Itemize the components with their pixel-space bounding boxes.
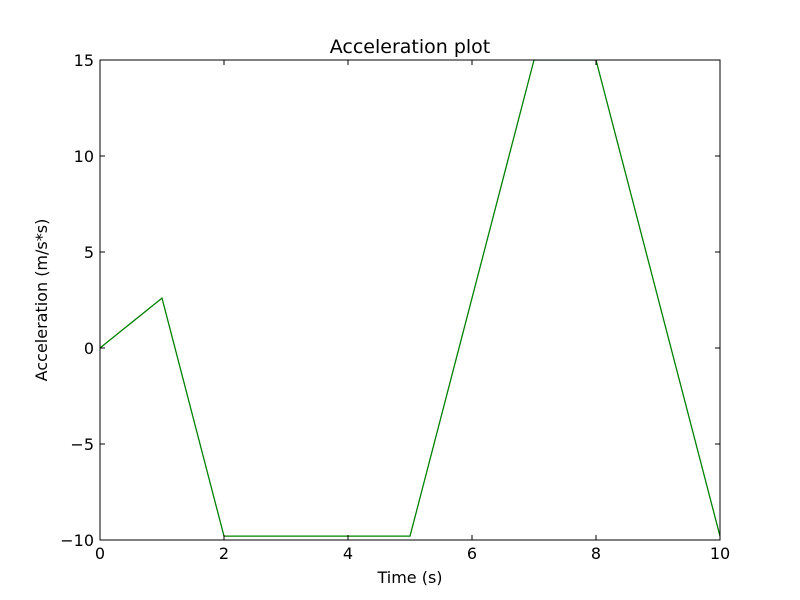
- y-tick-label: 0: [84, 339, 94, 358]
- y-axis-title: Acceleration (m/s*s): [32, 219, 51, 382]
- x-tick-label: 10: [710, 544, 730, 563]
- series-line-0: [100, 60, 720, 537]
- y-tick-label: −10: [60, 531, 94, 550]
- chart-title: Acceleration plot: [330, 36, 491, 58]
- x-axis-title: Time (s): [376, 568, 442, 587]
- y-tick-label: 5: [84, 243, 94, 262]
- x-tick-label: 0: [95, 544, 105, 563]
- y-tick-label: −5: [70, 435, 94, 454]
- x-tick-label: 2: [219, 544, 229, 563]
- x-tick-label: 4: [343, 544, 353, 563]
- plot-area: 0 2 4 6 8 10 −10 −5 0 5 10 15: [60, 51, 730, 563]
- x-tick-label: 8: [591, 544, 601, 563]
- y-tick-label: 15: [74, 51, 94, 70]
- plot-frame: [99, 59, 721, 541]
- y-tick-label: 10: [74, 147, 94, 166]
- x-tick-label: 6: [467, 544, 477, 563]
